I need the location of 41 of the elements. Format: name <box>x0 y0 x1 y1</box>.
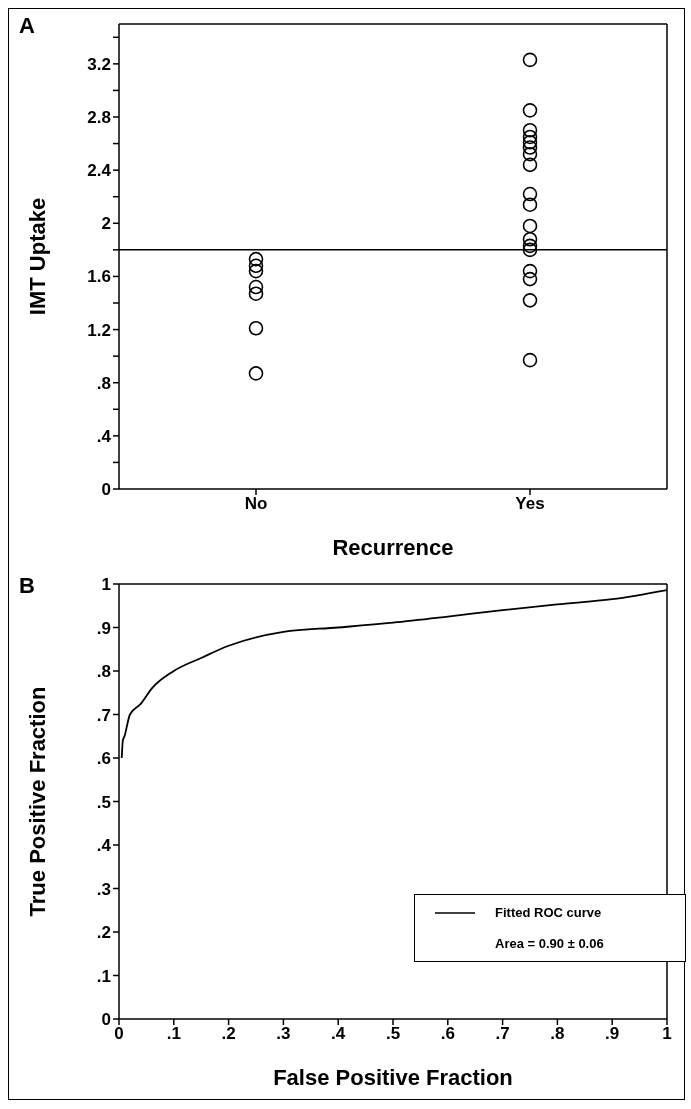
x-axis-title: Recurrence <box>332 535 454 560</box>
y-tick-label: 2 <box>101 214 111 234</box>
y-tick-label: 0 <box>101 1010 111 1030</box>
x-tick-label: .4 <box>331 1024 346 1044</box>
x-tick-label: .3 <box>276 1024 291 1044</box>
chart-title: B <box>19 573 35 599</box>
y-tick-label: .8 <box>96 373 111 393</box>
y-tick-label: .1 <box>96 966 111 986</box>
y-tick-label: .2 <box>96 923 111 943</box>
y-axis-title: IMT Uptake <box>24 197 50 316</box>
x-tick-label: .5 <box>385 1024 401 1044</box>
y-tick-label: .7 <box>96 705 111 725</box>
y-tick-label: 1.2 <box>87 320 111 340</box>
x-tick-label: No <box>244 494 268 514</box>
y-tick-label: .8 <box>96 662 111 682</box>
y-tick-label: .5 <box>96 792 111 812</box>
x-tick-label: .1 <box>166 1024 181 1044</box>
legend-label: Fitted ROC curve <box>495 905 602 920</box>
x-tick-label: Yes <box>515 494 545 514</box>
y-tick-label: 1.6 <box>87 267 111 287</box>
y-axis-title: True Positive Fraction <box>24 686 50 917</box>
x-tick-label: .8 <box>550 1024 565 1044</box>
annotation: Area = 0.90 ± 0.06 <box>494 936 605 951</box>
x-tick-label: 1 <box>662 1024 672 1044</box>
y-tick-label: .3 <box>96 879 111 899</box>
x-tick-label: .9 <box>605 1024 620 1044</box>
y-tick-label: 3.2 <box>87 54 111 74</box>
y-tick-label: 2.4 <box>87 161 112 181</box>
chart-title: A <box>19 13 35 39</box>
x-axis-title: False Positive Fraction <box>273 1065 513 1090</box>
y-tick-label: .4 <box>96 426 112 446</box>
x-tick-label: .7 <box>495 1024 510 1044</box>
y-tick-label: 2.8 <box>87 108 111 128</box>
x-tick-label: .6 <box>440 1024 455 1044</box>
x-tick-label: .2 <box>221 1024 236 1044</box>
legend-box: Fitted ROC curve Area = 0.90 ± 0.06 <box>414 894 686 962</box>
y-tick-label: .4 <box>96 836 112 856</box>
y-tick-label: 0 <box>101 480 111 500</box>
y-tick-label: .6 <box>96 749 111 769</box>
y-tick-label: 1 <box>101 575 111 595</box>
y-tick-label: .9 <box>96 618 111 638</box>
